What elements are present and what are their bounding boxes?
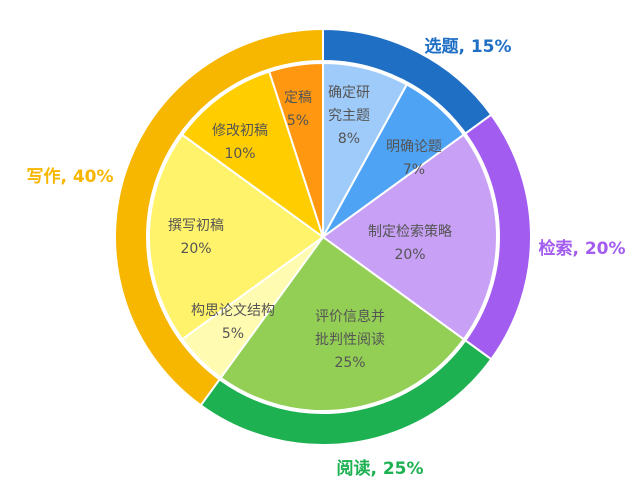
inner-label-0: 确定研究主题 8% [328, 85, 370, 147]
inner-label-1-line-1: 7% [403, 162, 425, 178]
inner-label-0-line-0: 确定研 [328, 85, 370, 101]
inner-label-5-line-1: 20% [180, 241, 211, 257]
inner-label-3-line-0: 评价信息并 [315, 308, 385, 325]
inner-label-2-line-1: 20% [394, 247, 425, 263]
inner-label-3-line-1: 批判性阅读 [315, 331, 385, 348]
inner-label-5: 撰写初稿 20% [168, 217, 224, 257]
inner-label-7-line-1: 5% [287, 113, 309, 129]
inner-label-4-line-0: 构思论文结构 [191, 303, 275, 319]
inner-label-6: 修改初稿 10% [212, 122, 268, 162]
inner-label-1-line-0: 明确论题 [386, 139, 442, 155]
inner-slice-7 [267, 61, 324, 238]
outer-label-3: 写作, 40% [26, 166, 113, 187]
inner-slice-6 [180, 70, 325, 240]
outer-label-0: 选题, 15% [424, 37, 511, 57]
outer-label-1: 检索, 20% [538, 238, 625, 259]
inner-slice-2 [321, 133, 498, 341]
inner-label-4: 构思论文结构 5% [191, 303, 275, 342]
inner-label-7: 定稿 5% [284, 90, 312, 129]
inner-slice-5 [148, 133, 325, 341]
inner-label-3: 评价信息并批判性阅读 25% [315, 308, 385, 371]
inner-label-2: 制定检索策略 20% [368, 223, 452, 263]
inner-label-0-line-2: 8% [338, 131, 360, 147]
inner-label-6-line-0: 修改初稿 [212, 122, 268, 139]
inner-label-4-line-1: 5% [222, 326, 244, 342]
inner-label-6-line-1: 10% [224, 146, 255, 162]
inner-label-5-line-0: 撰写初稿 [168, 217, 224, 234]
inner-slice-3 [219, 235, 466, 412]
outer-slice-3 [114, 27, 324, 407]
inner-label-7-line-0: 定稿 [284, 90, 312, 106]
outer-label-2: 阅读, 25% [336, 458, 423, 479]
inner-label-2-line-0: 制定检索策略 [368, 223, 452, 240]
inner-label-3-line-2: 25% [334, 355, 365, 371]
inner-label-1: 明确论题 7% [386, 139, 442, 178]
inner-label-0-line-1: 究主题 [328, 108, 370, 124]
